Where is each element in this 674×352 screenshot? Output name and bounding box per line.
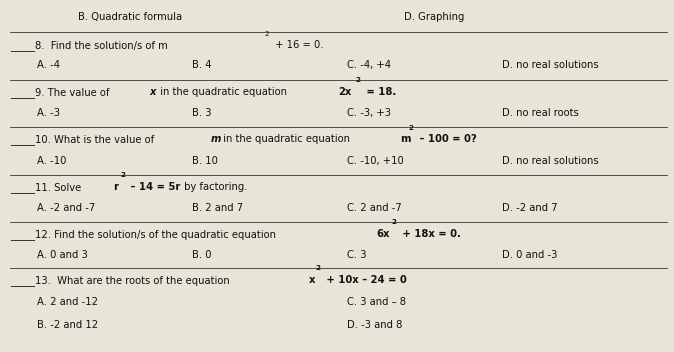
Text: _____8.  Find the solution/s of m: _____8. Find the solution/s of m bbox=[10, 40, 168, 51]
Text: 2x: 2x bbox=[338, 87, 352, 97]
Text: A. 0 and 3: A. 0 and 3 bbox=[37, 250, 88, 260]
Text: 2: 2 bbox=[120, 172, 125, 178]
Text: B. 0: B. 0 bbox=[192, 250, 212, 260]
Text: C. 3 and – 8: C. 3 and – 8 bbox=[347, 297, 406, 307]
Text: 6x: 6x bbox=[376, 229, 390, 239]
Text: D. -3 and 8: D. -3 and 8 bbox=[347, 320, 402, 330]
Text: D. no real roots: D. no real roots bbox=[502, 108, 579, 118]
Text: 2: 2 bbox=[408, 125, 413, 131]
Text: A. -2 and -7: A. -2 and -7 bbox=[37, 203, 95, 213]
Text: A. -3: A. -3 bbox=[37, 108, 60, 118]
Text: 2: 2 bbox=[355, 77, 360, 83]
Text: 2: 2 bbox=[264, 31, 269, 37]
Text: – 100 = 0?: – 100 = 0? bbox=[416, 134, 477, 144]
Text: B. -2 and 12: B. -2 and 12 bbox=[37, 320, 98, 330]
Text: 2: 2 bbox=[315, 265, 320, 271]
Text: – 14 = 5r: – 14 = 5r bbox=[127, 182, 181, 191]
Text: + 18x = 0.: + 18x = 0. bbox=[399, 229, 461, 239]
Text: _____12. Find the solution/s of the quadratic equation: _____12. Find the solution/s of the quad… bbox=[10, 229, 279, 240]
Text: m: m bbox=[211, 134, 221, 144]
Text: = 18.: = 18. bbox=[363, 87, 396, 97]
Text: r: r bbox=[113, 182, 118, 191]
Text: B. Quadratic formula: B. Quadratic formula bbox=[78, 12, 181, 22]
Text: 2: 2 bbox=[392, 219, 396, 225]
Text: x: x bbox=[150, 87, 156, 97]
Text: B. 2 and 7: B. 2 and 7 bbox=[192, 203, 243, 213]
Text: m: m bbox=[400, 134, 411, 144]
Text: in the quadratic equation: in the quadratic equation bbox=[220, 134, 353, 144]
Text: _____11. Solve: _____11. Solve bbox=[10, 182, 84, 193]
Text: A. -10: A. -10 bbox=[37, 156, 67, 165]
Text: A. 2 and -12: A. 2 and -12 bbox=[37, 297, 98, 307]
Text: C. 3: C. 3 bbox=[347, 250, 367, 260]
Text: D. no real solutions: D. no real solutions bbox=[502, 60, 599, 70]
Text: B. 3: B. 3 bbox=[192, 108, 212, 118]
Text: D. 0 and -3: D. 0 and -3 bbox=[502, 250, 557, 260]
Text: _____13.  What are the roots of the equation: _____13. What are the roots of the equat… bbox=[10, 275, 233, 286]
Text: by factoring.: by factoring. bbox=[181, 182, 247, 191]
Text: D. -2 and 7: D. -2 and 7 bbox=[502, 203, 558, 213]
Text: A. -4: A. -4 bbox=[37, 60, 60, 70]
Text: D. no real solutions: D. no real solutions bbox=[502, 156, 599, 165]
Text: + 10x – 24 = 0: + 10x – 24 = 0 bbox=[323, 275, 406, 285]
Text: C. -4, +4: C. -4, +4 bbox=[347, 60, 391, 70]
Text: B. 4: B. 4 bbox=[192, 60, 212, 70]
Text: D. Graphing: D. Graphing bbox=[404, 12, 465, 22]
Text: x: x bbox=[309, 275, 315, 285]
Text: C. 2 and -7: C. 2 and -7 bbox=[347, 203, 402, 213]
Text: + 16 = 0.: + 16 = 0. bbox=[272, 40, 323, 50]
Text: _____10. What is the value of: _____10. What is the value of bbox=[10, 134, 158, 145]
Text: _____9. The value of: _____9. The value of bbox=[10, 87, 113, 98]
Text: C. -3, +3: C. -3, +3 bbox=[347, 108, 391, 118]
Text: in the quadratic equation: in the quadratic equation bbox=[157, 87, 290, 97]
Text: B. 10: B. 10 bbox=[192, 156, 218, 165]
Text: C. -10, +10: C. -10, +10 bbox=[347, 156, 404, 165]
